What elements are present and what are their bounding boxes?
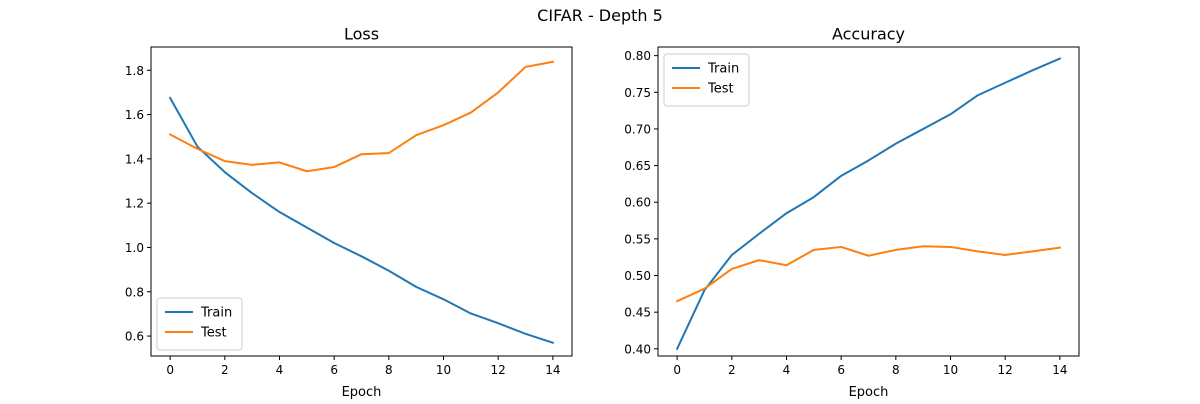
x-tick-label: 4 [783,363,791,377]
y-tick-label: 0.80 [624,49,651,63]
x-tick-label: 6 [837,363,845,377]
figure-suptitle: CIFAR - Depth 5 [537,6,663,25]
y-tick-label: 1.6 [125,108,144,122]
legend-label-train: Train [707,62,739,77]
y-tick-label: 0.6 [125,330,144,344]
x-tick-label: 6 [330,363,338,377]
x-tick-label: 0 [166,363,174,377]
x-tick-label: 2 [728,363,736,377]
legend: Train Test [156,297,243,351]
y-tick-label: 0.40 [624,342,651,356]
x-tick-label: 14 [1052,363,1067,377]
x-tick-label: 2 [221,363,229,377]
x-tick-label: 8 [892,363,900,377]
y-tick-label: 1.2 [125,197,144,211]
plot-frame [150,46,573,357]
y-tick-label: 0.45 [624,306,651,320]
legend-label-test: Test [707,82,734,97]
y-tick-label: 1.8 [125,64,144,78]
chart-title: Accuracy [832,25,905,44]
loss-chart: Loss Epoch 0 2 4 6 8 10 12 14 0.6 0.8 1.0 1.2 1.4 1.6… [125,25,573,400]
y-tick-label: 1.4 [125,152,144,166]
x-tick-label: 8 [385,363,393,377]
x-tick-label: 12 [998,363,1013,377]
plot-frame [657,46,1080,357]
x-tick-label: 10 [436,363,451,377]
y-tick-label: 0.55 [624,232,651,246]
y-tick-label: 1.0 [125,241,144,255]
x-tick-label: 10 [943,363,958,377]
x-axis-label: Epoch [849,385,889,400]
x-tick-label: 14 [545,363,560,377]
x-tick-label: 4 [276,363,284,377]
series-line-train [675,57,1062,351]
series-line-train [168,96,555,344]
y-tick-label: 0.75 [624,86,651,100]
accuracy-chart: Accuracy Epoch 0 2 4 6 8 10 12 14 0.40 0.45 0.50 0.… [624,25,1080,400]
legend-label-train: Train [200,306,232,321]
y-tick-label: 0.60 [624,196,651,210]
x-tick-label: 12 [491,363,506,377]
y-tick-label: 0.65 [624,159,651,173]
x-axis-label: Epoch [342,385,382,400]
y-tick-label: 0.70 [624,122,651,136]
series-line-test [168,60,555,173]
y-tick-label: 0.50 [624,269,651,283]
x-tick-label: 0 [673,363,681,377]
legend: Train Test [663,53,750,107]
chart-title: Loss [344,25,379,44]
series-line-test [675,245,1061,303]
y-tick-label: 0.8 [125,285,144,299]
legend-label-test: Test [200,326,227,341]
